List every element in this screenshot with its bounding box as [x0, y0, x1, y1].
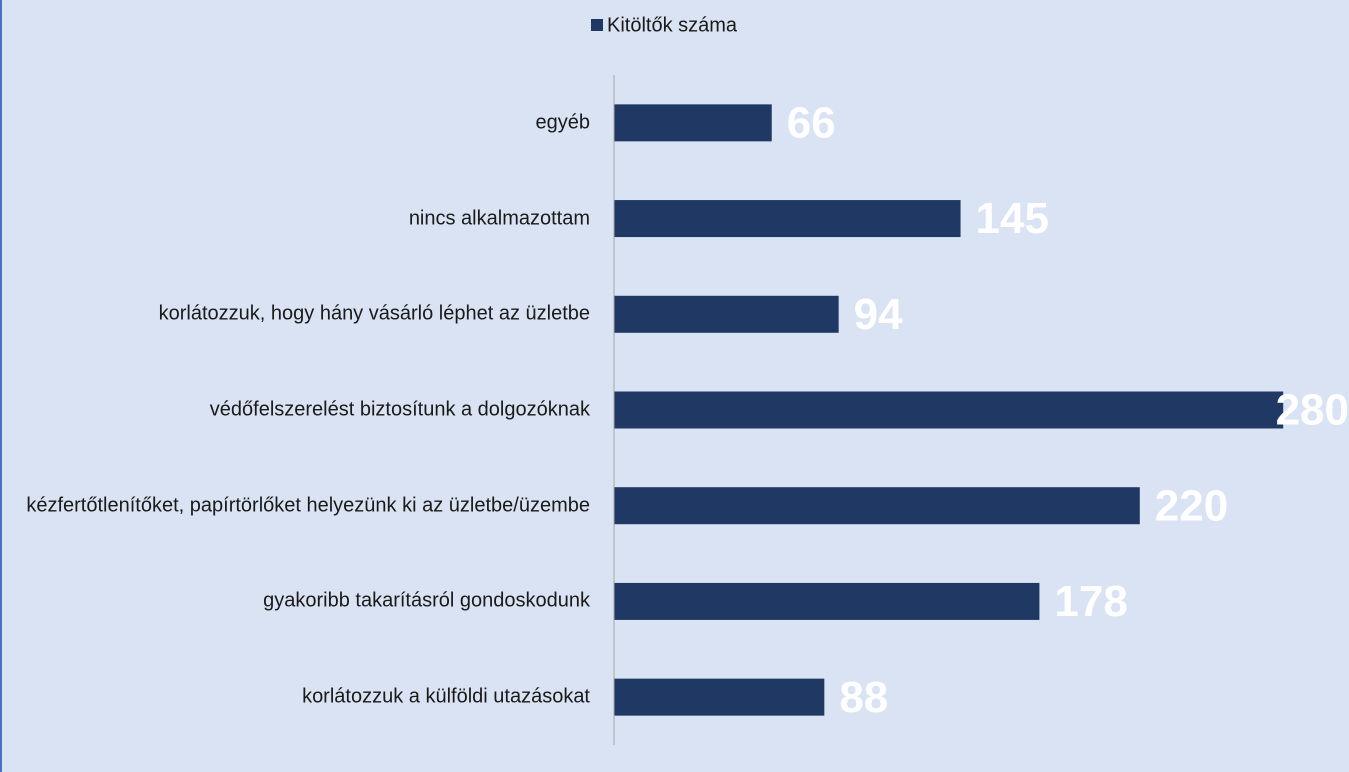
value-label: 88 — [839, 673, 888, 722]
y-tick-text: egyéb — [535, 111, 591, 134]
value-label: 178 — [1054, 577, 1127, 626]
bar — [614, 391, 1284, 429]
bar — [614, 104, 772, 142]
y-tick-label: korlátozzuk a külföldi utazásokat — [2, 685, 590, 710]
value-label: 66 — [787, 98, 836, 147]
value-label: 94 — [854, 290, 903, 339]
bar — [614, 200, 961, 238]
bar — [614, 487, 1140, 525]
y-tick-text: nincs alkalmazottam — [408, 207, 590, 230]
y-tick-label: védőfelszerelést biztosítunk a dolgozókn… — [2, 398, 590, 423]
y-tick-text: gyakoribb takarításról gondoskodunk — [263, 589, 590, 612]
value-label: 145 — [976, 194, 1049, 243]
bar — [614, 582, 1040, 620]
y-tick-label: kézfertőtlenítőket, papírtörlőket helyez… — [2, 493, 590, 518]
y-tick-label: nincs alkalmazottam — [2, 206, 590, 231]
y-tick-label: gyakoribb takarításról gondoskodunk — [2, 589, 590, 614]
y-tick-label: korlátozzuk, hogy hány vásárló léphet az… — [2, 302, 590, 327]
y-tick-label: egyéb — [2, 110, 591, 135]
legend-label: Kitöltők száma — [607, 14, 738, 36]
bar — [614, 678, 825, 716]
value-label: 220 — [1155, 481, 1228, 530]
y-tick-text: védőfelszerelést biztosítunk a dolgozókn… — [209, 398, 590, 421]
legend-swatch — [591, 19, 603, 31]
y-tick-text: korlátozzuk a külföldi utazásokat — [302, 685, 590, 708]
y-tick-text: kézfertőtlenítőket, papírtörlőket helyez… — [26, 494, 590, 517]
bar — [614, 295, 839, 333]
y-tick-text: korlátozzuk, hogy hány vásárló léphet az… — [158, 302, 590, 325]
value-label: 280 — [1276, 386, 1349, 435]
